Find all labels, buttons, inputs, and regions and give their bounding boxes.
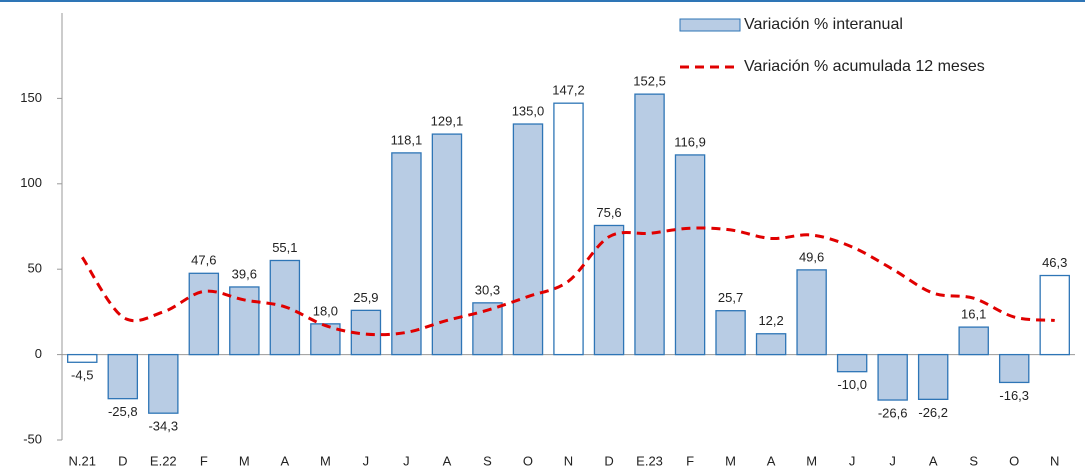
x-tick-label: D [604, 453, 613, 468]
x-tick-label: J [889, 453, 896, 468]
data-label: 12,2 [758, 313, 783, 328]
data-label: -34,3 [148, 419, 178, 434]
y-tick-label: 0 [35, 346, 42, 361]
bar [310, 323, 341, 356]
legend-label: Variación % acumulada 12 meses [744, 58, 985, 75]
x-tick-label: M [725, 453, 736, 468]
x-tick-label: N [564, 453, 573, 468]
bar [67, 353, 98, 363]
bar [755, 333, 787, 356]
y-tick-label: 100 [20, 175, 42, 190]
data-label: -26,2 [918, 405, 948, 420]
bar [1039, 274, 1070, 356]
bar [998, 353, 1030, 384]
data-label: 16,1 [961, 307, 986, 322]
bar [877, 353, 908, 401]
x-tick-label: A [281, 453, 290, 468]
data-label: 118,1 [391, 132, 423, 147]
bar [715, 310, 746, 356]
data-label: 129,1 [431, 114, 464, 129]
x-tick-label: M [320, 453, 331, 468]
x-tick-label: D [118, 453, 127, 468]
data-label: -10,0 [837, 377, 867, 392]
legend-label: Variación % interanual [744, 16, 903, 33]
x-tick-label: O [1009, 453, 1019, 468]
data-label: 116,9 [674, 134, 706, 149]
bar [472, 302, 503, 356]
bar [512, 123, 544, 356]
legend-swatch [679, 18, 741, 32]
data-label: 46,3 [1042, 255, 1067, 270]
x-tick-label: M [239, 453, 250, 468]
x-tick-label: N [1050, 453, 1059, 468]
x-tick-label: F [200, 453, 208, 468]
bar [148, 353, 179, 414]
x-tick-label: N.21 [69, 453, 96, 468]
bar [634, 93, 665, 356]
data-label: 47,6 [191, 253, 216, 268]
x-tick-label: E.22 [150, 453, 177, 468]
x-tick-label: J [849, 453, 856, 468]
data-label: 25,7 [718, 290, 743, 305]
x-tick-label: A [443, 453, 452, 468]
x-tick-label: F [686, 453, 694, 468]
data-label: -16,3 [999, 388, 1029, 403]
data-label: 55,1 [272, 240, 297, 255]
x-tick-label: E.23 [636, 453, 663, 468]
x-tick-label: S [969, 453, 978, 468]
x-tick-label: O [523, 453, 533, 468]
data-label: -4,5 [71, 368, 93, 383]
x-tick-label: A [767, 453, 776, 468]
data-label: 152,5 [633, 74, 666, 89]
data-label: -26,6 [878, 405, 908, 420]
bar [836, 353, 868, 373]
data-label: -25,8 [108, 404, 138, 419]
bar [188, 272, 220, 356]
bar [917, 353, 949, 400]
bar [553, 102, 584, 356]
x-tick-label: M [806, 453, 817, 468]
bar [958, 326, 989, 356]
x-tick-label: J [403, 453, 410, 468]
data-label: 18,0 [313, 303, 338, 318]
bar [229, 286, 260, 356]
bar [796, 269, 827, 356]
data-label: 147,2 [552, 83, 585, 98]
bar [107, 353, 139, 400]
data-label: 25,9 [353, 290, 378, 305]
x-tick-label: J [363, 453, 370, 468]
bar [674, 154, 706, 356]
y-tick-label: 50 [28, 261, 42, 276]
data-label: 135,0 [512, 103, 545, 118]
x-tick-label: S [483, 453, 492, 468]
y-tick-label: 150 [20, 90, 42, 105]
data-label: 75,6 [596, 205, 621, 220]
bar [391, 152, 422, 356]
x-tick-label: A [929, 453, 938, 468]
data-label: 30,3 [475, 282, 500, 297]
line [81, 226, 1055, 337]
data-label: 39,6 [232, 266, 257, 281]
data-label: 49,6 [799, 249, 824, 264]
y-tick-label: -50 [23, 431, 42, 446]
